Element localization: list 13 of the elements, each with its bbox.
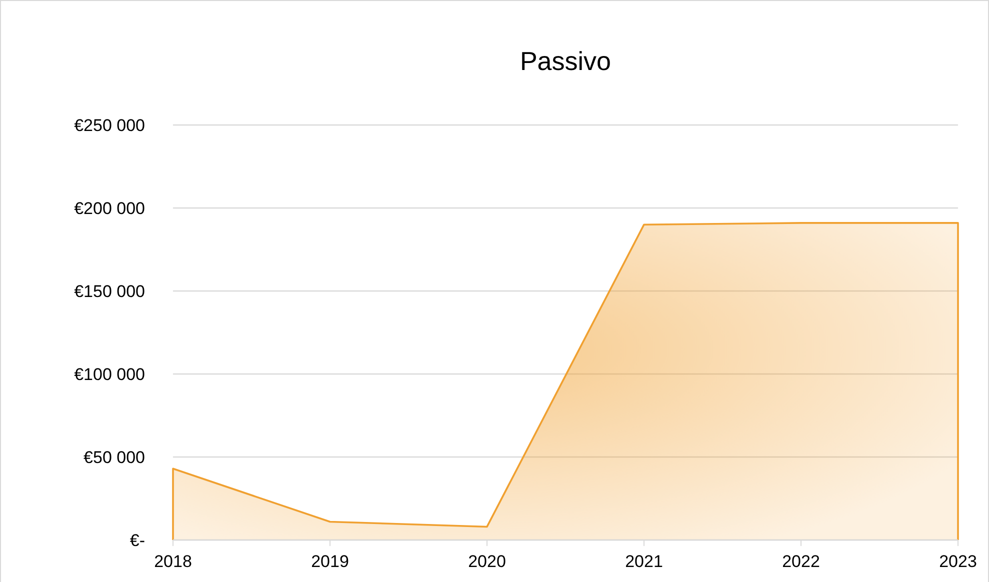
x-tick-label: 2018 [154, 552, 192, 571]
chart-title: Passivo [520, 46, 612, 76]
x-tick-label: 2023 [939, 552, 977, 571]
y-tick-label: €100 000 [74, 365, 145, 384]
x-tick-label: 2022 [782, 552, 820, 571]
x-tick-label: 2020 [468, 552, 506, 571]
x-tick-label: 2019 [311, 552, 349, 571]
y-tick-label: €50 000 [84, 448, 145, 467]
y-tick-label: €200 000 [74, 199, 145, 218]
y-tick-label: €- [130, 531, 145, 550]
x-tick-label: 2021 [625, 552, 663, 571]
y-tick-label: €150 000 [74, 282, 145, 301]
y-tick-label: €250 000 [74, 116, 145, 135]
